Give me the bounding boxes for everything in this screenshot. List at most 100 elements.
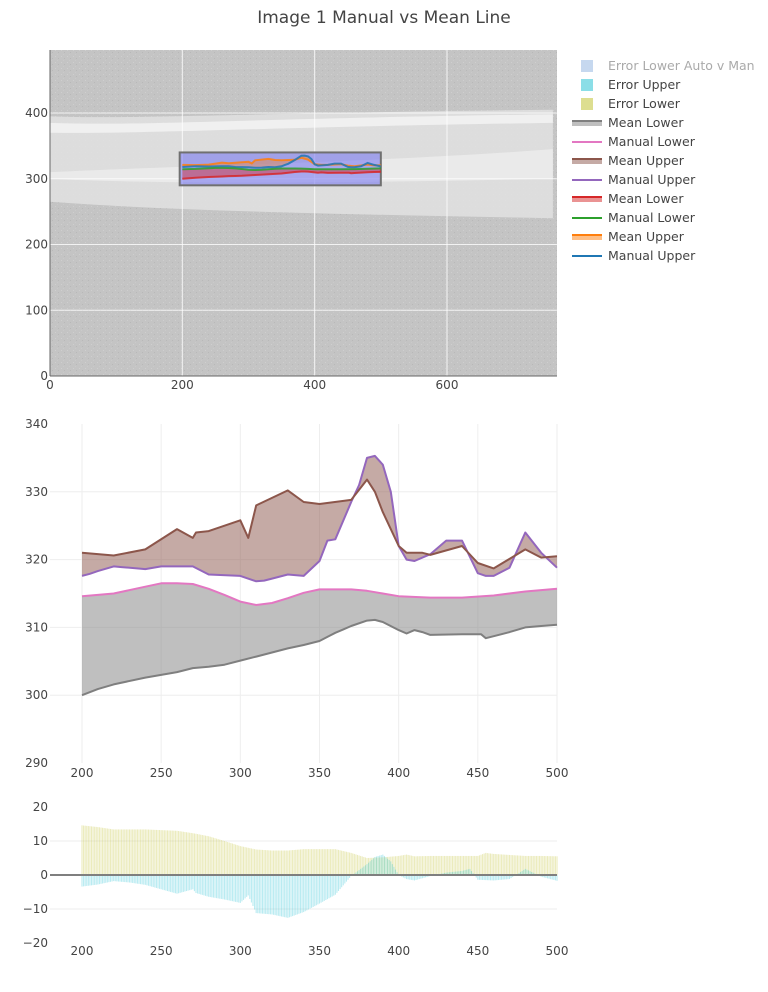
bar — [84, 825, 86, 875]
legend-swatch — [572, 136, 602, 148]
bar — [556, 875, 558, 881]
bar — [106, 875, 108, 883]
bar — [505, 875, 507, 880]
bar — [146, 875, 148, 886]
legend-item[interactable]: Manual Upper — [572, 170, 755, 189]
bar — [458, 871, 460, 875]
legend-item[interactable]: Manual Lower — [572, 208, 755, 227]
bar — [425, 856, 427, 875]
bar — [160, 830, 162, 875]
bar — [380, 855, 382, 875]
bar — [260, 875, 262, 914]
bar — [374, 857, 376, 875]
bar — [344, 851, 346, 875]
bar — [114, 829, 116, 875]
bar — [350, 852, 352, 875]
y-tick-label: 400 — [25, 106, 48, 120]
bar — [483, 875, 485, 881]
bar — [195, 875, 197, 894]
y-tick-label: 310 — [25, 620, 48, 634]
bar — [380, 857, 382, 875]
bar — [122, 829, 124, 875]
bar — [345, 851, 347, 875]
x-tick-label: 200 — [71, 944, 94, 958]
bar — [154, 829, 156, 875]
bar — [171, 830, 173, 875]
bar — [412, 875, 414, 881]
bar — [333, 849, 335, 875]
bar — [440, 855, 442, 875]
bar — [467, 855, 469, 875]
x-tick-label: 250 — [150, 766, 173, 780]
bar — [382, 854, 384, 875]
bar — [273, 850, 275, 875]
legend-swatch — [572, 117, 602, 129]
bar — [212, 875, 214, 898]
bar — [163, 830, 165, 875]
bar — [553, 856, 555, 875]
bar — [236, 875, 238, 903]
bar — [304, 875, 306, 912]
legend-item[interactable]: Error Lower Auto v Man — [572, 56, 755, 75]
bar — [249, 875, 251, 899]
bar — [535, 855, 537, 875]
bar — [496, 854, 498, 875]
bar — [265, 875, 267, 914]
legend-item[interactable]: Error Upper — [572, 75, 755, 94]
bar — [190, 875, 192, 890]
bar — [477, 855, 479, 875]
bar — [368, 862, 370, 875]
bar — [312, 849, 314, 875]
bar — [366, 858, 368, 875]
bar — [98, 875, 100, 885]
bar — [198, 875, 200, 894]
bar — [363, 866, 365, 875]
bar — [398, 855, 400, 875]
bar — [515, 855, 517, 875]
x-tick-label: 500 — [546, 944, 569, 958]
bar — [420, 856, 422, 875]
legend-item[interactable]: Mean Lower — [572, 113, 755, 132]
bar — [151, 829, 153, 875]
bar — [106, 828, 108, 875]
bar — [219, 839, 221, 875]
legend-item[interactable]: Mean Lower — [572, 189, 755, 208]
bar — [309, 875, 311, 909]
bar — [489, 853, 492, 875]
bar — [349, 875, 351, 878]
bar — [551, 856, 553, 875]
bar — [526, 855, 528, 875]
bar — [113, 875, 115, 882]
y-tick-label: 330 — [25, 485, 48, 499]
y-tick-label: 340 — [25, 417, 48, 431]
bar — [467, 869, 469, 875]
bar — [301, 875, 303, 913]
bar — [546, 856, 549, 875]
x-tick-label: 350 — [308, 766, 331, 780]
x-tick-label: 250 — [150, 944, 173, 958]
legend-item[interactable]: Error Lower — [572, 94, 755, 113]
bar — [402, 875, 404, 878]
legend-item[interactable]: Mean Upper — [572, 151, 755, 170]
bar — [97, 827, 99, 875]
bar — [334, 875, 336, 895]
bar — [225, 841, 227, 875]
bar — [231, 843, 233, 875]
bar — [450, 855, 452, 875]
bar — [407, 854, 409, 875]
bar — [257, 875, 259, 914]
bar — [140, 875, 142, 885]
legend-item[interactable]: Manual Upper — [572, 246, 755, 265]
legend-item[interactable]: Mean Upper — [572, 227, 755, 246]
bar — [252, 848, 254, 875]
bar — [233, 844, 235, 875]
bar — [292, 875, 294, 917]
bar — [97, 875, 99, 885]
bar — [214, 875, 216, 898]
bar — [239, 875, 241, 903]
manual-vs-mean-chart: 200 250 300 350 400 450 500 290 300 310 320 330 340 — [25, 417, 568, 780]
bar — [466, 869, 468, 875]
bar — [323, 849, 325, 875]
bar — [521, 855, 523, 875]
legend-item[interactable]: Manual Lower — [572, 132, 755, 151]
